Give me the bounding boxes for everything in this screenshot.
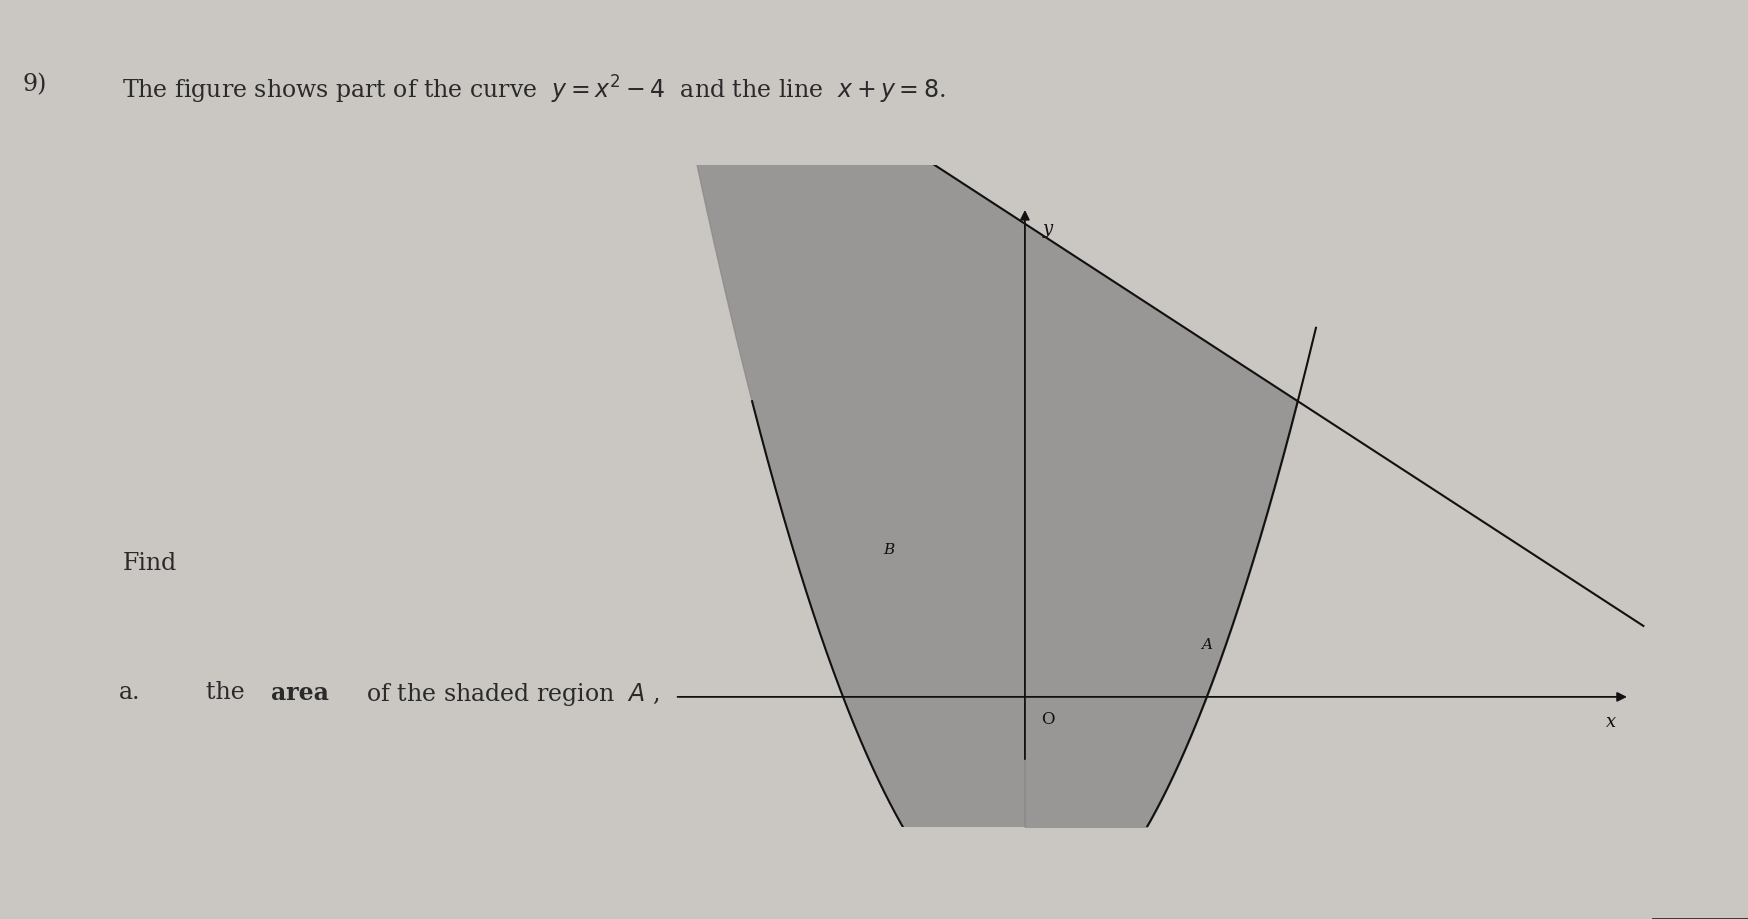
- Text: x: x: [1605, 712, 1615, 730]
- Text: A: A: [1201, 637, 1211, 651]
- Text: B: B: [883, 542, 893, 556]
- Text: 9): 9): [23, 74, 47, 96]
- Text: the: the: [206, 680, 252, 703]
- Text: of the shaded region  $A$ ,: of the shaded region $A$ ,: [358, 680, 659, 707]
- Text: O: O: [1040, 710, 1054, 727]
- Text: a.: a.: [119, 680, 140, 703]
- Text: y: y: [1042, 221, 1052, 238]
- Text: area: area: [271, 680, 329, 704]
- Text: Find: Find: [122, 551, 177, 574]
- Text: The figure shows part of the curve  $y = x^2 - 4$  and the line  $x + y = 8$.: The figure shows part of the curve $y = …: [122, 74, 946, 106]
